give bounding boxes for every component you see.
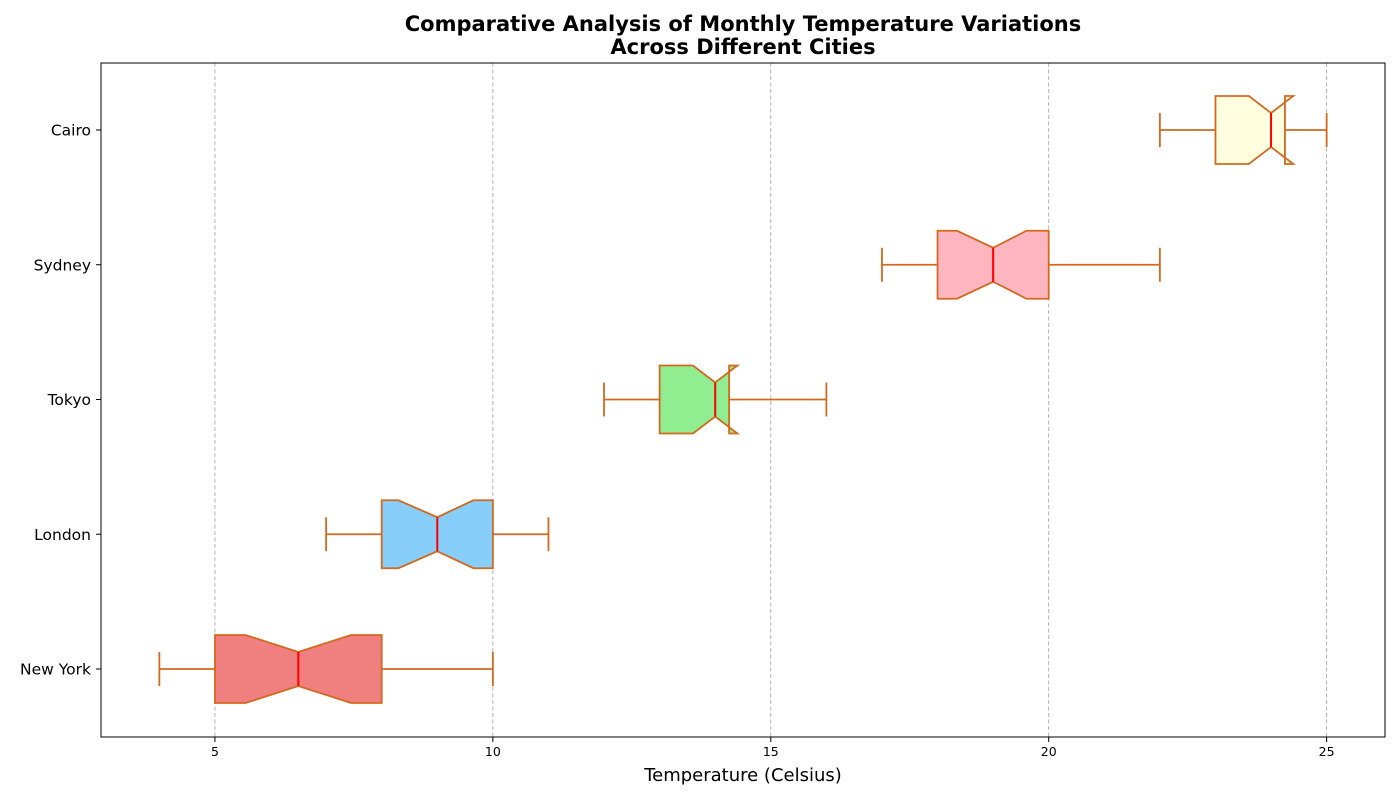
box-sydney	[881, 229, 1161, 300]
x-tick-label: 10	[485, 744, 501, 759]
box-body	[1214, 95, 1296, 165]
y-axis-ticks: New York London Tokyo Sydney Cairo	[20, 122, 101, 679]
box-body	[658, 364, 741, 435]
x-axis-ticks: 5 10 15 20 25	[211, 737, 1335, 759]
y-tick-label: London	[34, 526, 91, 544]
box-tokyo	[603, 364, 828, 435]
x-tick-label: 15	[763, 744, 779, 759]
x-tick-label: 20	[1041, 744, 1057, 759]
box-cairo	[1158, 95, 1328, 165]
y-tick-label: Sydney	[34, 256, 91, 274]
x-tick-label: 5	[211, 744, 219, 759]
grid-lines	[214, 63, 1328, 737]
x-tick-label: 25	[1319, 744, 1335, 759]
box-series	[158, 95, 1328, 704]
box-london	[325, 499, 550, 570]
x-axis-label: Temperature (Celsius)	[643, 765, 842, 786]
y-tick-label: New York	[20, 661, 91, 679]
chart-title-line-1: Comparative Analysis of Monthly Temperat…	[405, 12, 1082, 36]
y-tick-label: Cairo	[51, 122, 91, 140]
chart-title-line-2: Across Different Cities	[610, 35, 875, 59]
y-tick-label: Tokyo	[47, 391, 91, 409]
box-new-york	[158, 634, 494, 704]
